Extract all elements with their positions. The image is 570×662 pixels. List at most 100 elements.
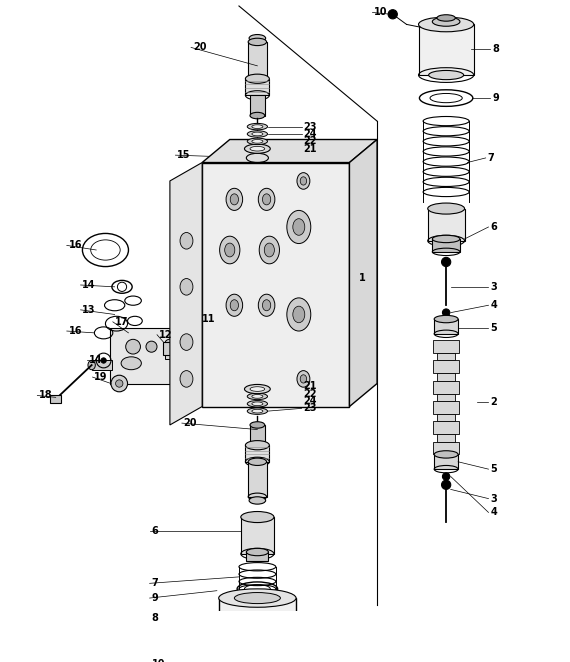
Ellipse shape xyxy=(259,236,279,264)
Text: 16: 16 xyxy=(68,326,82,336)
Ellipse shape xyxy=(437,15,455,21)
Bar xyxy=(433,401,459,414)
Text: 23: 23 xyxy=(303,403,317,413)
Ellipse shape xyxy=(297,371,310,387)
Ellipse shape xyxy=(226,188,243,211)
Text: 20: 20 xyxy=(184,418,197,428)
Bar xyxy=(248,462,267,496)
Circle shape xyxy=(442,258,451,267)
Ellipse shape xyxy=(250,387,264,391)
Ellipse shape xyxy=(300,177,307,185)
Ellipse shape xyxy=(246,548,268,555)
Ellipse shape xyxy=(418,17,474,32)
Ellipse shape xyxy=(241,641,274,651)
Text: 17: 17 xyxy=(115,317,128,327)
Ellipse shape xyxy=(434,315,458,323)
Text: 10: 10 xyxy=(152,659,165,662)
Ellipse shape xyxy=(247,138,267,144)
Text: 4: 4 xyxy=(490,508,497,518)
Polygon shape xyxy=(170,163,202,425)
Text: 5: 5 xyxy=(490,464,497,474)
Ellipse shape xyxy=(248,458,267,465)
Ellipse shape xyxy=(241,512,274,522)
Ellipse shape xyxy=(250,422,264,428)
Ellipse shape xyxy=(252,395,263,399)
Polygon shape xyxy=(349,140,377,406)
Bar xyxy=(165,342,186,359)
Ellipse shape xyxy=(293,306,305,323)
Ellipse shape xyxy=(258,294,275,316)
Circle shape xyxy=(111,375,128,392)
Bar xyxy=(437,373,455,381)
Ellipse shape xyxy=(432,235,460,243)
Text: 12: 12 xyxy=(159,330,172,340)
Ellipse shape xyxy=(230,300,238,310)
Text: 22: 22 xyxy=(303,389,317,399)
Text: 10: 10 xyxy=(374,7,388,17)
Ellipse shape xyxy=(247,408,267,414)
Bar xyxy=(177,340,205,348)
Bar xyxy=(437,394,455,401)
Text: 5: 5 xyxy=(490,323,497,333)
Bar xyxy=(246,552,268,561)
Ellipse shape xyxy=(252,140,263,143)
Text: 7: 7 xyxy=(487,153,494,163)
Circle shape xyxy=(442,309,450,316)
Ellipse shape xyxy=(300,375,307,383)
Ellipse shape xyxy=(246,74,270,83)
Bar xyxy=(434,454,458,469)
Ellipse shape xyxy=(88,361,95,369)
Ellipse shape xyxy=(249,34,266,42)
Text: 19: 19 xyxy=(95,372,108,382)
Text: 13: 13 xyxy=(83,305,96,315)
Ellipse shape xyxy=(250,146,264,151)
Ellipse shape xyxy=(180,279,193,295)
Text: 9: 9 xyxy=(152,593,158,603)
Ellipse shape xyxy=(219,589,296,607)
Ellipse shape xyxy=(428,203,465,214)
Bar xyxy=(241,646,274,659)
Text: 20: 20 xyxy=(193,42,206,52)
Bar xyxy=(433,381,459,394)
Ellipse shape xyxy=(252,132,263,136)
Ellipse shape xyxy=(247,393,267,400)
Bar xyxy=(202,163,349,406)
Text: 24: 24 xyxy=(303,129,317,139)
Text: 7: 7 xyxy=(152,579,158,589)
Circle shape xyxy=(303,658,312,662)
Ellipse shape xyxy=(247,401,267,407)
Bar xyxy=(250,425,264,446)
Text: 14: 14 xyxy=(83,280,96,290)
Polygon shape xyxy=(202,140,377,163)
Bar xyxy=(170,333,179,344)
Bar xyxy=(434,319,458,334)
Bar xyxy=(219,598,296,649)
Text: 21: 21 xyxy=(303,144,317,154)
Text: 24: 24 xyxy=(303,396,317,406)
Circle shape xyxy=(126,340,140,354)
Circle shape xyxy=(116,380,123,387)
Text: 6: 6 xyxy=(490,222,497,232)
Bar xyxy=(92,361,112,369)
Bar xyxy=(50,395,61,403)
Bar xyxy=(433,361,459,373)
Bar xyxy=(164,342,180,355)
Text: 8: 8 xyxy=(492,44,499,54)
Ellipse shape xyxy=(180,232,193,249)
Ellipse shape xyxy=(297,173,310,189)
Bar xyxy=(433,442,459,454)
Bar xyxy=(437,414,455,421)
Bar xyxy=(418,24,474,75)
Text: 3: 3 xyxy=(490,494,497,504)
Text: 1: 1 xyxy=(359,273,365,283)
Bar xyxy=(428,209,465,241)
Circle shape xyxy=(388,10,397,19)
Bar xyxy=(250,95,264,116)
Text: 6: 6 xyxy=(152,526,158,536)
Ellipse shape xyxy=(287,298,311,331)
Ellipse shape xyxy=(225,243,235,257)
Ellipse shape xyxy=(293,218,305,235)
Ellipse shape xyxy=(429,70,463,79)
Text: 11: 11 xyxy=(202,314,215,324)
Ellipse shape xyxy=(165,338,186,346)
